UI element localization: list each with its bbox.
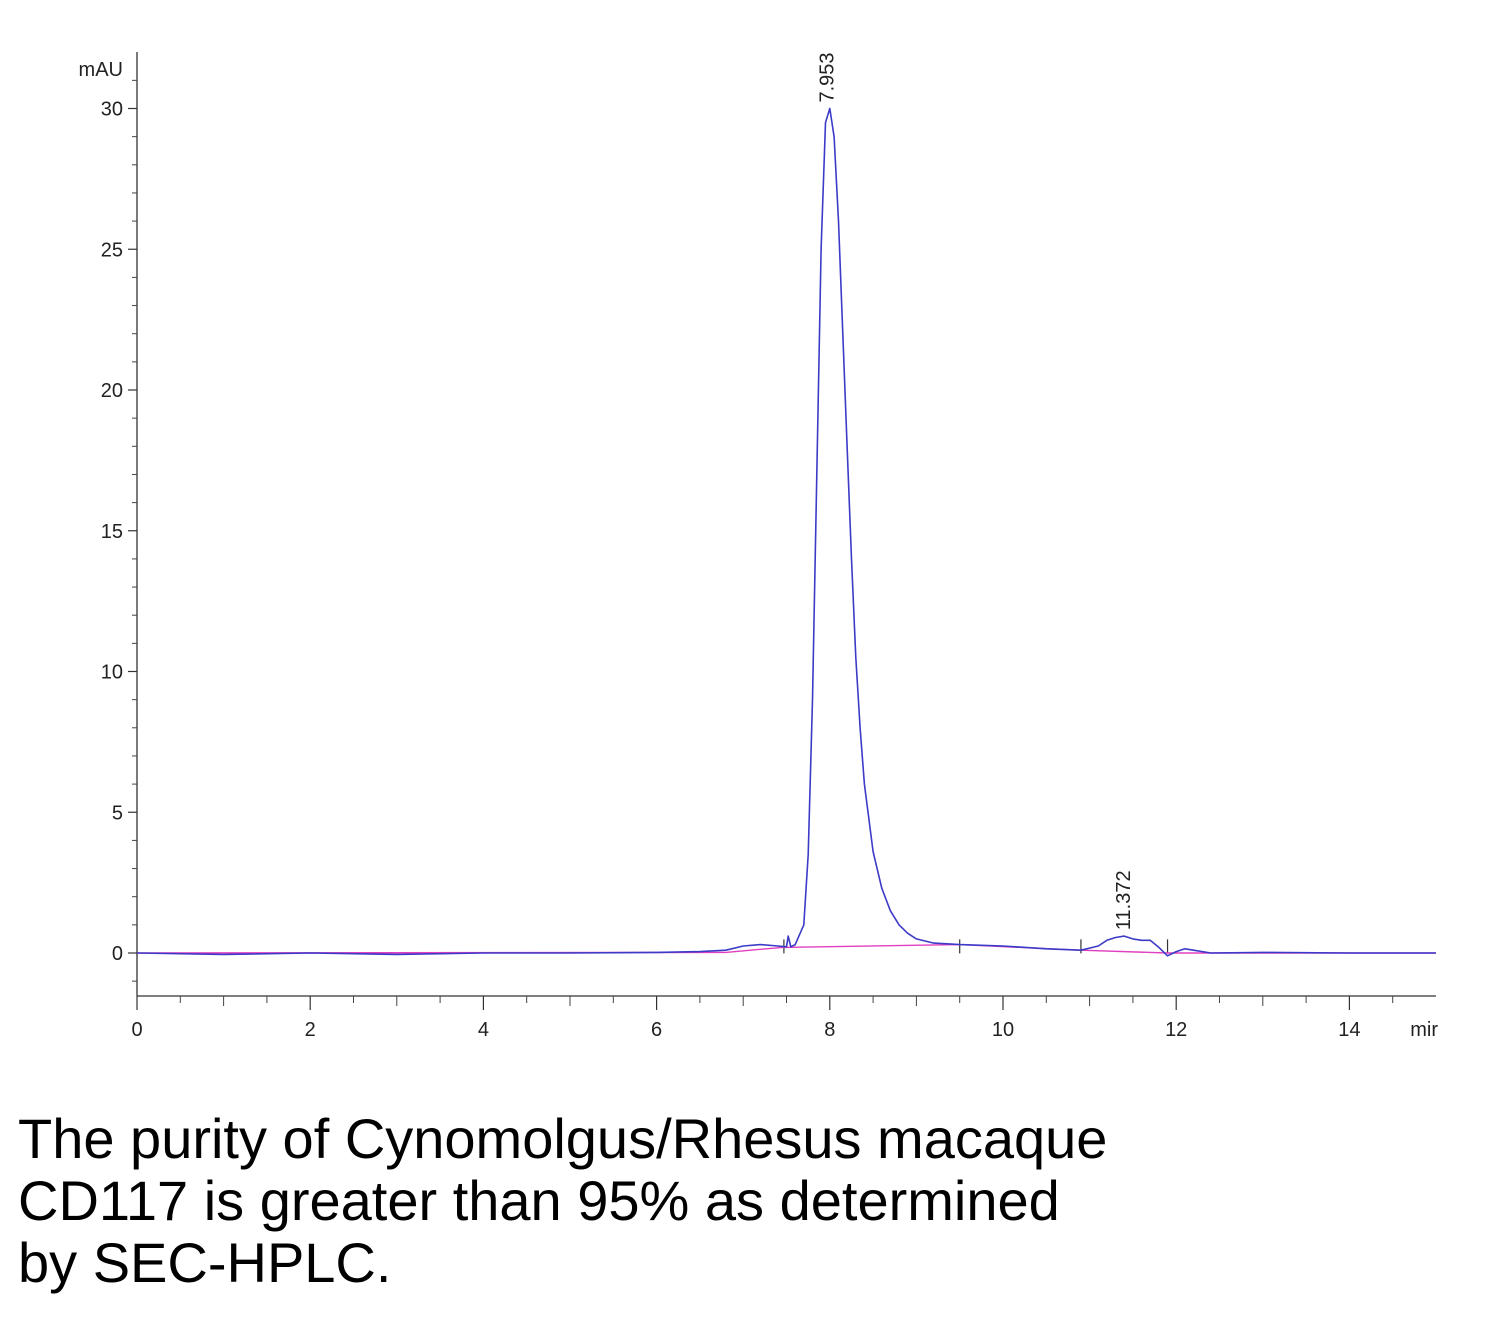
y-tick-label: 15 bbox=[101, 521, 123, 543]
figure-caption: The purity of Cynomolgus/Rhesus macaque … bbox=[18, 1108, 1418, 1294]
peak-label: 11.372 bbox=[1113, 870, 1135, 930]
y-tick-label: 30 bbox=[101, 99, 123, 121]
signal-series bbox=[136, 107, 1436, 957]
y-tick-label: 25 bbox=[101, 239, 123, 261]
x-tick-label: 14 bbox=[1338, 1019, 1360, 1041]
y-axis-unit-label: mAU bbox=[79, 59, 123, 81]
signal-trace bbox=[136, 107, 1436, 957]
y-tick-label: 0 bbox=[112, 943, 123, 965]
x-tick-label: 8 bbox=[824, 1019, 835, 1041]
x-tick-label: 4 bbox=[478, 1019, 489, 1041]
x-tick-label: 0 bbox=[131, 1019, 142, 1041]
x-tick-label: 12 bbox=[1165, 1019, 1187, 1041]
x-tick-label: 10 bbox=[992, 1019, 1014, 1041]
y-tick-label: 5 bbox=[112, 802, 123, 824]
chromatogram-chart: 0 5 10 15 20 25 30 mAU 0 2 4 6 8 10 12 14 mir 7.953 11.37… bbox=[79, 52, 1438, 1041]
x-axis-unit-label: mir bbox=[1410, 1019, 1438, 1041]
axes: 0 5 10 15 20 25 30 mAU 0 2 4 6 8 10 12 14 mir bbox=[79, 52, 1438, 1041]
caption-line-1: The purity of Cynomolgus/Rhesus macaque bbox=[18, 1107, 1108, 1170]
y-tick-label: 20 bbox=[101, 380, 123, 402]
peak-label: 7.953 bbox=[817, 52, 839, 102]
x-tick-label: 6 bbox=[651, 1019, 662, 1041]
labels: 7.953 11.372 bbox=[817, 52, 1135, 930]
y-tick-label: 10 bbox=[101, 662, 123, 684]
caption-line-3: by SEC-HPLC. bbox=[18, 1231, 392, 1294]
x-tick-label: 2 bbox=[305, 1019, 316, 1041]
caption-line-2: CD117 is greater than 95% as determined bbox=[18, 1169, 1060, 1232]
